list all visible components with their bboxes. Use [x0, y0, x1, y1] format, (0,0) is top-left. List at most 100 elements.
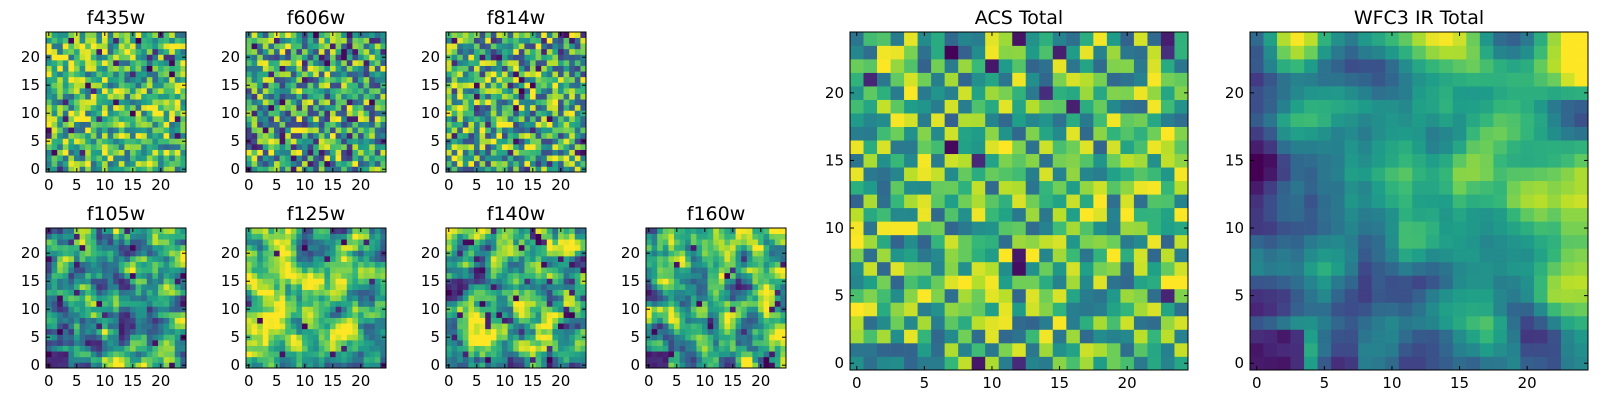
heatmap-cell — [74, 65, 80, 72]
heatmap-cell — [141, 317, 148, 324]
heatmap-cell — [490, 76, 497, 83]
heatmap-cell — [530, 127, 536, 134]
heatmap-cell — [268, 48, 275, 55]
heatmap-cell — [479, 261, 486, 268]
heatmap-cell — [124, 104, 131, 111]
heatmap-cell — [341, 82, 348, 89]
heatmap-cell — [735, 244, 742, 251]
heatmap-cell — [68, 300, 75, 307]
heatmap-cell — [374, 239, 381, 246]
heatmap-cell — [96, 155, 103, 162]
heatmap-cell — [563, 60, 570, 66]
heatmap-cell — [130, 256, 136, 262]
heatmap-cell — [485, 32, 492, 38]
heatmap-cell — [468, 88, 475, 94]
heatmap-cell — [1025, 207, 1040, 222]
heatmap-cell — [135, 239, 142, 246]
heatmap-cell — [96, 48, 103, 55]
heatmap-cell — [85, 160, 92, 167]
heatmap-cell — [251, 166, 258, 173]
heatmap-cell — [718, 228, 725, 234]
heatmap-cell — [462, 328, 469, 335]
heatmap-cell — [107, 228, 114, 234]
heatmap-cell — [474, 127, 480, 134]
heatmap-cell — [102, 149, 108, 156]
heatmap-cell — [690, 356, 697, 363]
heatmap-cell — [668, 362, 675, 369]
heatmap-cell — [780, 356, 787, 363]
heatmap-cell — [262, 104, 269, 111]
heatmap-cell — [1133, 288, 1148, 303]
heatmap-cell — [62, 65, 69, 72]
heatmap-cell — [96, 256, 103, 262]
heatmap-cell — [57, 82, 64, 89]
heatmap-cell — [246, 43, 252, 50]
heatmap-cell — [446, 312, 452, 318]
heatmap-cell — [863, 180, 878, 195]
heatmap-cell — [741, 267, 748, 274]
heatmap-cell — [530, 76, 536, 83]
heatmap-cell — [180, 155, 187, 162]
heatmap-cell — [1012, 221, 1027, 236]
heatmap-cell — [51, 261, 58, 268]
heatmap-cell — [958, 180, 973, 195]
heatmap-cell — [668, 340, 675, 346]
heatmap-cell — [346, 267, 353, 274]
heatmap-cell — [51, 166, 58, 173]
heatmap-cell — [124, 71, 131, 78]
heatmap-cell — [169, 278, 176, 285]
heatmap-cell — [330, 267, 336, 274]
heatmap-cell — [468, 166, 475, 173]
heatmap-cell — [518, 60, 525, 66]
heatmap-cell — [535, 340, 542, 346]
heatmap-cell — [657, 233, 664, 240]
heatmap-cell — [74, 71, 80, 78]
heatmap-cell — [518, 284, 525, 290]
heatmap-cell — [1093, 167, 1108, 182]
heatmap-cell — [341, 284, 348, 290]
heatmap-cell — [451, 317, 458, 324]
heatmap-cell — [163, 60, 170, 66]
heatmap-cell — [74, 356, 80, 363]
heatmap-cell — [335, 356, 342, 363]
heatmap-cell — [958, 167, 973, 182]
heatmap-cell — [496, 272, 503, 279]
heatmap-cell — [552, 362, 559, 369]
heatmap-cell — [307, 244, 314, 251]
heatmap-cell — [169, 306, 176, 313]
heatmap-cell — [524, 295, 531, 302]
heatmap-cell — [507, 261, 514, 268]
heatmap-cell — [374, 306, 381, 313]
heatmap-cell — [290, 356, 297, 363]
heatmap-cell — [102, 37, 108, 44]
heatmap-cell — [251, 256, 258, 262]
heatmap-cell — [124, 340, 131, 346]
heatmap-cell — [158, 306, 164, 313]
heatmap-cell — [146, 76, 153, 83]
heatmap-cell — [485, 88, 492, 94]
heatmap-cell — [158, 356, 164, 363]
heatmap-cell — [958, 342, 973, 357]
heatmap-cell — [363, 110, 370, 117]
heatmap-cell — [79, 267, 86, 274]
heatmap-cell — [1025, 194, 1040, 209]
y-tick-label: 10 — [421, 104, 440, 122]
heatmap-cell — [279, 356, 286, 363]
heatmap-cell — [46, 272, 52, 279]
heatmap-cell — [451, 328, 458, 335]
heatmap-cell — [257, 228, 264, 234]
heatmap-cell — [502, 233, 508, 240]
heatmap-cell — [274, 334, 280, 341]
heatmap-cell — [363, 43, 370, 50]
heatmap-cell — [57, 239, 64, 246]
heatmap-cell — [146, 239, 153, 246]
heatmap-cell — [1133, 248, 1148, 263]
heatmap-cell — [251, 43, 258, 50]
heatmap-cell — [485, 60, 492, 66]
heatmap-cell — [971, 207, 986, 222]
heatmap-cell — [535, 261, 542, 268]
heatmap-cell — [152, 166, 159, 173]
heatmap-cell — [769, 261, 776, 268]
heatmap-cell — [352, 334, 359, 341]
heatmap-cell — [530, 155, 536, 162]
